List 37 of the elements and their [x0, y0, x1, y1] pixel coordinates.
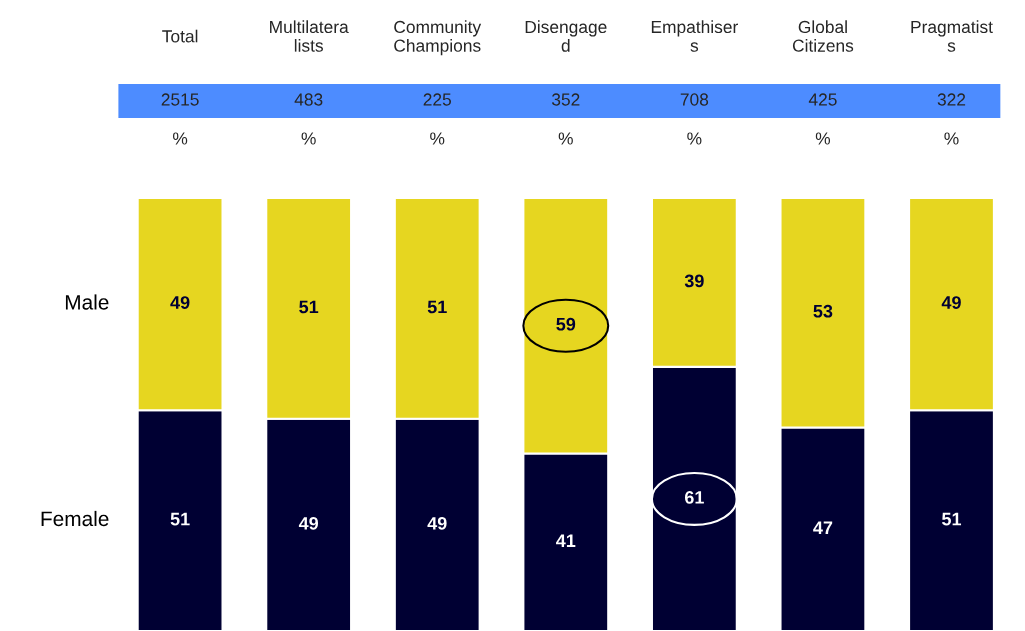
data-label: 39 — [684, 274, 704, 288]
data-label: 49 — [298, 516, 319, 530]
data-label: 51 — [427, 300, 447, 314]
data-label: 51 — [299, 300, 319, 314]
text: % — [558, 132, 573, 145]
x-tick-label: Multilatera lists — [270, 20, 349, 52]
x-tick-label: Disengage d — [525, 20, 607, 52]
text: % — [687, 132, 702, 145]
data-label: 49 — [941, 296, 961, 309]
data-label: 49 — [170, 296, 190, 309]
data-label: 51 — [942, 512, 962, 526]
text: 483 — [294, 93, 323, 106]
text: 225 — [423, 93, 451, 106]
text: 322 — [937, 93, 966, 106]
data-label: 59 — [556, 317, 576, 331]
text: % — [430, 132, 445, 145]
data-label: 41 — [556, 534, 576, 547]
text: % — [301, 132, 316, 145]
series-label: Male — [65, 294, 109, 310]
text: 352 — [551, 93, 580, 106]
text: % — [173, 132, 188, 145]
text: % — [815, 132, 831, 145]
text: 708 — [680, 93, 709, 106]
series-label: Female — [41, 510, 109, 527]
text: 2515 — [161, 93, 199, 106]
data-label: 53 — [813, 304, 833, 318]
text: 425 — [808, 93, 837, 106]
x-tick-label: Empathiser s — [651, 20, 738, 52]
data-label: 47 — [813, 521, 833, 534]
data-label: 49 — [427, 516, 447, 530]
x-tick-label: Pragmatist s — [911, 20, 993, 52]
data-label: 61 — [684, 491, 704, 504]
x-tick-label: Global Citizens — [792, 20, 854, 52]
text: % — [944, 132, 959, 145]
data-label: 51 — [170, 512, 190, 526]
x-tick-label: Community Champions — [394, 20, 482, 56]
x-tick-label: Total — [162, 29, 198, 43]
